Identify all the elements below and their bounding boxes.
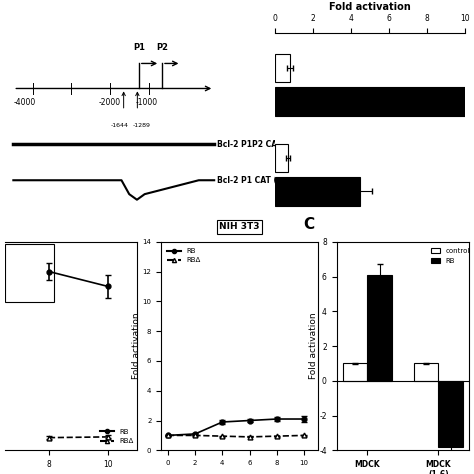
Bar <box>275 54 290 82</box>
Legend: control, RB: control, RB <box>428 245 473 266</box>
Text: -1644: -1644 <box>110 123 128 128</box>
Text: -1289: -1289 <box>133 123 151 128</box>
Bar <box>275 177 360 206</box>
Bar <box>413 364 438 381</box>
Text: P1: P1 <box>133 43 145 52</box>
X-axis label: μg: μg <box>234 472 245 474</box>
Text: NIH 3T3: NIH 3T3 <box>219 222 260 231</box>
Bar <box>275 87 474 116</box>
Text: P2: P2 <box>156 43 168 52</box>
Y-axis label: Fold activation: Fold activation <box>132 313 141 379</box>
Text: -1000: -1000 <box>136 98 158 107</box>
Text: -2000: -2000 <box>99 98 121 107</box>
Title: Fold activation: Fold activation <box>329 2 410 12</box>
Bar <box>367 275 392 381</box>
Bar <box>438 381 463 447</box>
Text: Bcl-2 P1 CAT (-4600): Bcl-2 P1 CAT (-4600) <box>217 176 305 185</box>
Text: C: C <box>303 217 314 232</box>
Bar <box>275 144 288 172</box>
Text: -4000: -4000 <box>14 98 36 107</box>
FancyBboxPatch shape <box>5 244 54 302</box>
Legend: RB, RBΔ: RB, RBΔ <box>164 245 204 266</box>
Bar <box>343 364 367 381</box>
Y-axis label: Fold activation: Fold activation <box>309 313 318 379</box>
Text: Bcl-2 P1P2 CAT: Bcl-2 P1P2 CAT <box>217 140 282 148</box>
Legend: RB, RBΔ: RB, RBΔ <box>97 426 137 447</box>
